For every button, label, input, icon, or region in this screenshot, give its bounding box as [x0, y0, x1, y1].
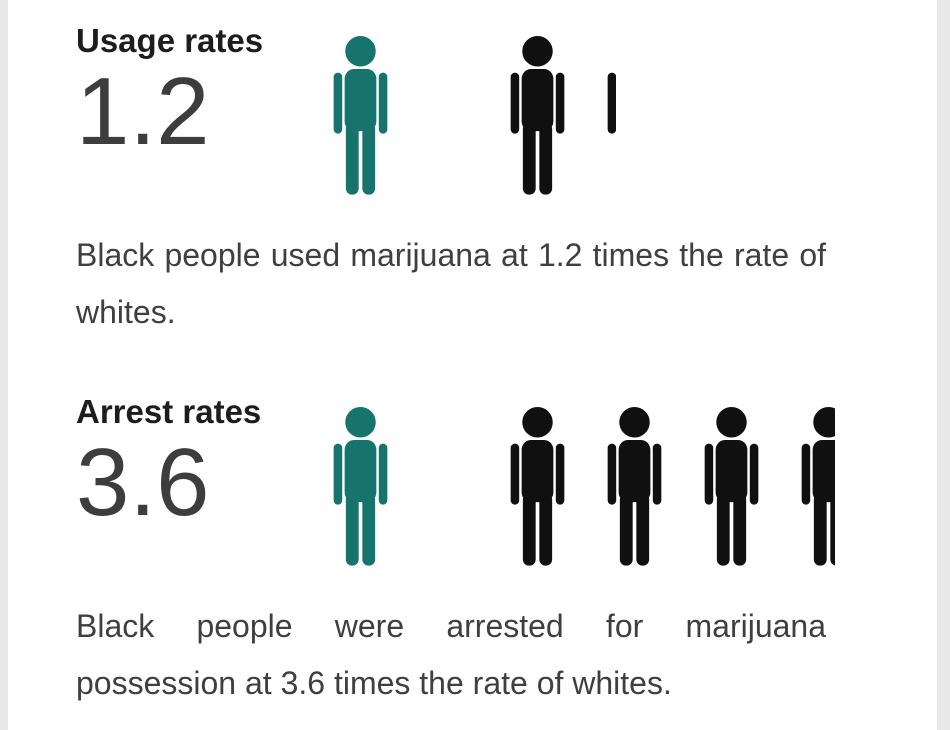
arrest-rates-heading: Arrest rates [76, 392, 262, 430]
arrest-rates-caption: Black people were arrested for marijuana… [76, 607, 826, 701]
person-glyph [510, 406, 565, 566]
usage-rates-caption: Black people used marijuana at 1.2 times… [76, 237, 826, 330]
person-icon [507, 406, 568, 567]
person-glyph [333, 36, 388, 195]
person-glyph [607, 72, 617, 134]
person-glyph [510, 36, 565, 195]
usage-rates-value: 1.2 [76, 57, 210, 165]
person-glyph [607, 406, 662, 566]
person-glyph [801, 406, 835, 566]
usage-rates-stat: Usage rates 1.2 [76, 22, 316, 160]
baseline-person-icon [330, 406, 391, 567]
infographic-canvas: Usage rates 1.2 Black people used mariju… [8, 0, 937, 730]
usage-rates-heading: Usage rates [76, 22, 264, 59]
arrest-rates-chart-row: Arrest rates 3.6 [76, 393, 937, 572]
partial-person-icon [604, 36, 617, 196]
partial-person-icon [798, 406, 835, 567]
arrest-baseline-person-icon [330, 406, 391, 572]
usage-rates-section: Usage rates 1.2 Black people used mariju… [76, 22, 937, 341]
arrest-rates-stat: Arrest rates 3.6 [76, 393, 316, 531]
person-icon [701, 406, 762, 567]
person-glyph [333, 406, 388, 566]
usage-value-person-icons [507, 36, 617, 196]
usage-baseline-person-icon [330, 36, 391, 201]
person-glyph [704, 406, 759, 566]
baseline-person-icon [330, 36, 391, 196]
arrest-rates-section: Arrest rates 3.6 Black people were arres… [76, 393, 937, 712]
arrest-value-person-icons [507, 406, 835, 567]
arrest-rates-value: 3.6 [76, 428, 210, 536]
person-icon [604, 406, 665, 567]
person-icon [507, 36, 568, 196]
usage-rates-chart-row: Usage rates 1.2 [76, 22, 937, 201]
